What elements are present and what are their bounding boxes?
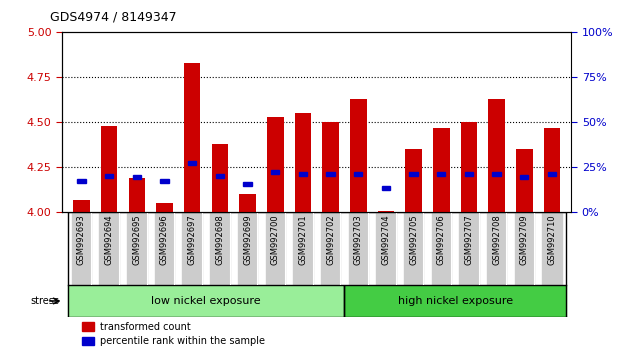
Text: percentile rank within the sample: percentile rank within the sample xyxy=(101,336,265,346)
Bar xyxy=(432,212,451,285)
Text: GSM992700: GSM992700 xyxy=(271,215,279,265)
Bar xyxy=(188,161,196,165)
Bar xyxy=(183,212,202,285)
Bar xyxy=(72,212,91,285)
Bar xyxy=(437,172,445,176)
Text: GSM992701: GSM992701 xyxy=(298,215,307,265)
Bar xyxy=(345,285,566,318)
Text: GSM992695: GSM992695 xyxy=(132,215,142,265)
Bar xyxy=(404,212,424,285)
Text: GSM992710: GSM992710 xyxy=(548,215,556,265)
Bar xyxy=(105,174,113,178)
Text: stress: stress xyxy=(30,296,59,306)
Bar xyxy=(409,172,418,176)
Bar xyxy=(68,285,345,318)
Bar xyxy=(322,122,339,212)
Text: GSM992702: GSM992702 xyxy=(326,215,335,265)
Bar xyxy=(101,126,117,212)
Bar xyxy=(520,175,528,179)
Bar xyxy=(465,172,473,176)
Bar xyxy=(83,322,94,331)
Text: low nickel exposure: low nickel exposure xyxy=(151,296,261,306)
Bar xyxy=(212,144,228,212)
Bar xyxy=(354,172,363,176)
Bar xyxy=(406,149,422,212)
Text: GSM992699: GSM992699 xyxy=(243,215,252,265)
Bar xyxy=(160,179,169,183)
Text: GSM992706: GSM992706 xyxy=(437,215,446,265)
Text: high nickel exposure: high nickel exposure xyxy=(397,296,513,306)
Bar xyxy=(266,212,285,285)
Bar xyxy=(543,127,560,212)
Text: GSM992694: GSM992694 xyxy=(105,215,114,265)
Bar xyxy=(243,182,252,186)
Text: GSM992707: GSM992707 xyxy=(465,215,473,265)
Bar xyxy=(99,212,119,285)
Bar xyxy=(267,117,284,212)
Bar xyxy=(461,122,477,212)
Bar xyxy=(210,212,230,285)
Bar xyxy=(184,63,201,212)
Bar xyxy=(238,212,257,285)
Bar xyxy=(271,170,279,174)
Bar xyxy=(548,172,556,176)
Text: GSM992703: GSM992703 xyxy=(354,215,363,265)
Text: GSM992698: GSM992698 xyxy=(215,215,224,265)
Bar xyxy=(294,113,311,212)
Bar xyxy=(155,212,174,285)
Bar xyxy=(239,194,256,212)
Bar xyxy=(129,178,145,212)
Bar xyxy=(488,99,505,212)
Bar xyxy=(127,212,147,285)
Bar xyxy=(492,172,501,176)
Bar xyxy=(299,172,307,176)
Text: GSM992693: GSM992693 xyxy=(77,215,86,265)
Text: GSM992709: GSM992709 xyxy=(520,215,528,265)
Bar xyxy=(321,212,340,285)
Bar xyxy=(83,337,94,346)
Text: GSM992704: GSM992704 xyxy=(381,215,391,265)
Bar xyxy=(348,212,368,285)
Text: GSM992708: GSM992708 xyxy=(492,215,501,265)
Text: transformed count: transformed count xyxy=(101,321,191,332)
Bar xyxy=(515,212,534,285)
Text: GDS4974 / 8149347: GDS4974 / 8149347 xyxy=(50,11,176,24)
Bar xyxy=(433,127,450,212)
Bar xyxy=(378,211,394,212)
Bar xyxy=(73,200,90,212)
Bar xyxy=(516,149,533,212)
Bar xyxy=(542,212,561,285)
Bar xyxy=(293,212,312,285)
Text: GSM992696: GSM992696 xyxy=(160,215,169,265)
Text: GSM992705: GSM992705 xyxy=(409,215,418,265)
Bar xyxy=(215,174,224,178)
Bar xyxy=(327,172,335,176)
Bar xyxy=(156,203,173,212)
Bar xyxy=(133,175,141,179)
Bar xyxy=(382,186,390,190)
Text: GSM992697: GSM992697 xyxy=(188,215,197,265)
Bar xyxy=(376,212,396,285)
Bar xyxy=(350,99,366,212)
Bar xyxy=(78,179,86,183)
Bar xyxy=(460,212,479,285)
Bar xyxy=(487,212,506,285)
